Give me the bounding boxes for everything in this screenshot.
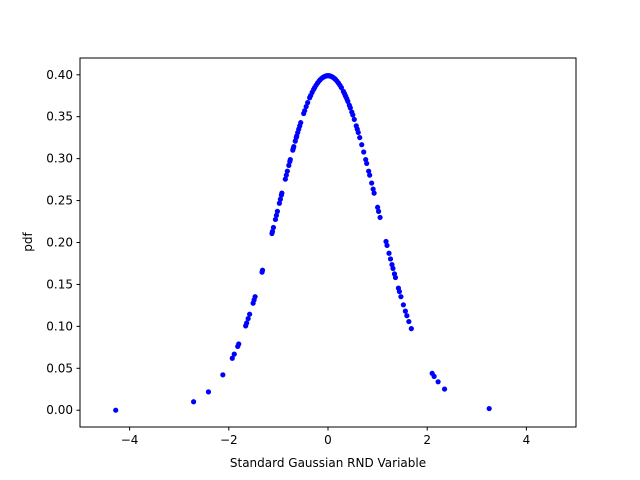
data-point	[402, 308, 408, 314]
data-point	[113, 407, 119, 413]
data-point	[486, 405, 492, 412]
data-point	[384, 242, 390, 249]
data-point	[351, 116, 357, 123]
data-point	[398, 294, 404, 300]
data-point	[364, 160, 370, 167]
data-point	[205, 389, 212, 395]
data-point	[383, 238, 389, 245]
data-point	[244, 320, 250, 326]
data-point	[400, 302, 406, 308]
y-tick-label: 0.40	[46, 68, 73, 82]
data-point	[283, 172, 289, 178]
data-point	[273, 212, 280, 219]
data-point	[367, 172, 373, 178]
data-point	[277, 196, 283, 202]
data-point	[236, 341, 242, 347]
data-point	[252, 294, 258, 300]
data-point	[386, 250, 392, 256]
data-point	[377, 214, 383, 221]
data-point	[355, 129, 361, 136]
data-point	[361, 149, 367, 155]
data-point	[276, 200, 282, 206]
data-point	[347, 105, 353, 111]
plot-frame	[79, 57, 577, 428]
data-point	[387, 256, 394, 262]
y-tick-label: 0.15	[46, 277, 73, 291]
y-tick-label: 0.30	[46, 152, 73, 166]
data-point	[245, 316, 251, 322]
x-tick-label: −2	[220, 433, 238, 447]
y-tick-label: 0.00	[46, 403, 73, 417]
data-point	[435, 379, 441, 385]
x-axis: −4 −2 0 2 4	[121, 427, 530, 447]
data-point	[408, 326, 414, 332]
data-point	[259, 267, 266, 273]
data-point	[406, 318, 412, 325]
data-point	[350, 112, 356, 118]
data-point	[392, 274, 399, 281]
data-point	[366, 168, 372, 174]
x-axis-label: Standard Gaussian RND Variable	[230, 456, 426, 470]
data-point	[269, 228, 276, 235]
y-axis-label: pdf	[21, 232, 35, 252]
data-point	[291, 143, 297, 150]
data-point	[369, 180, 375, 186]
data-point	[282, 176, 288, 182]
data-point	[229, 355, 235, 361]
data-point	[298, 120, 304, 126]
x-tick-label: −4	[121, 433, 139, 447]
data-point	[279, 190, 285, 196]
x-tick-label: 2	[423, 433, 431, 447]
y-tick-label: 0.05	[46, 361, 73, 375]
plot-points	[113, 73, 492, 413]
data-point	[375, 208, 382, 214]
data-point	[247, 311, 253, 317]
y-axis: 0.00 0.05 0.10 0.15 0.20 0.25 0.30 0.35 0.40	[46, 68, 80, 417]
data-point	[370, 186, 376, 192]
data-point	[404, 313, 410, 319]
data-point	[371, 190, 377, 196]
data-point	[390, 265, 396, 272]
data-point	[359, 142, 365, 148]
data-point	[287, 156, 293, 163]
data-point	[375, 204, 381, 210]
data-point	[190, 399, 197, 405]
data-point	[441, 386, 448, 392]
y-tick-label: 0.35	[46, 110, 73, 124]
data-point	[302, 108, 308, 114]
data-point	[357, 134, 363, 141]
data-point	[272, 216, 279, 223]
data-point	[274, 208, 281, 214]
data-point	[270, 224, 277, 231]
data-point	[305, 100, 311, 106]
data-point	[220, 372, 226, 378]
y-tick-label: 0.20	[46, 236, 73, 250]
y-tick-label: 0.10	[46, 319, 73, 333]
y-tick-label: 0.25	[46, 194, 73, 208]
x-tick-label: 0	[324, 433, 332, 447]
x-tick-label: 4	[523, 433, 531, 447]
data-point	[396, 288, 403, 295]
data-point	[231, 351, 237, 357]
data-point	[303, 103, 309, 110]
data-point	[431, 373, 437, 379]
data-point	[284, 168, 290, 174]
